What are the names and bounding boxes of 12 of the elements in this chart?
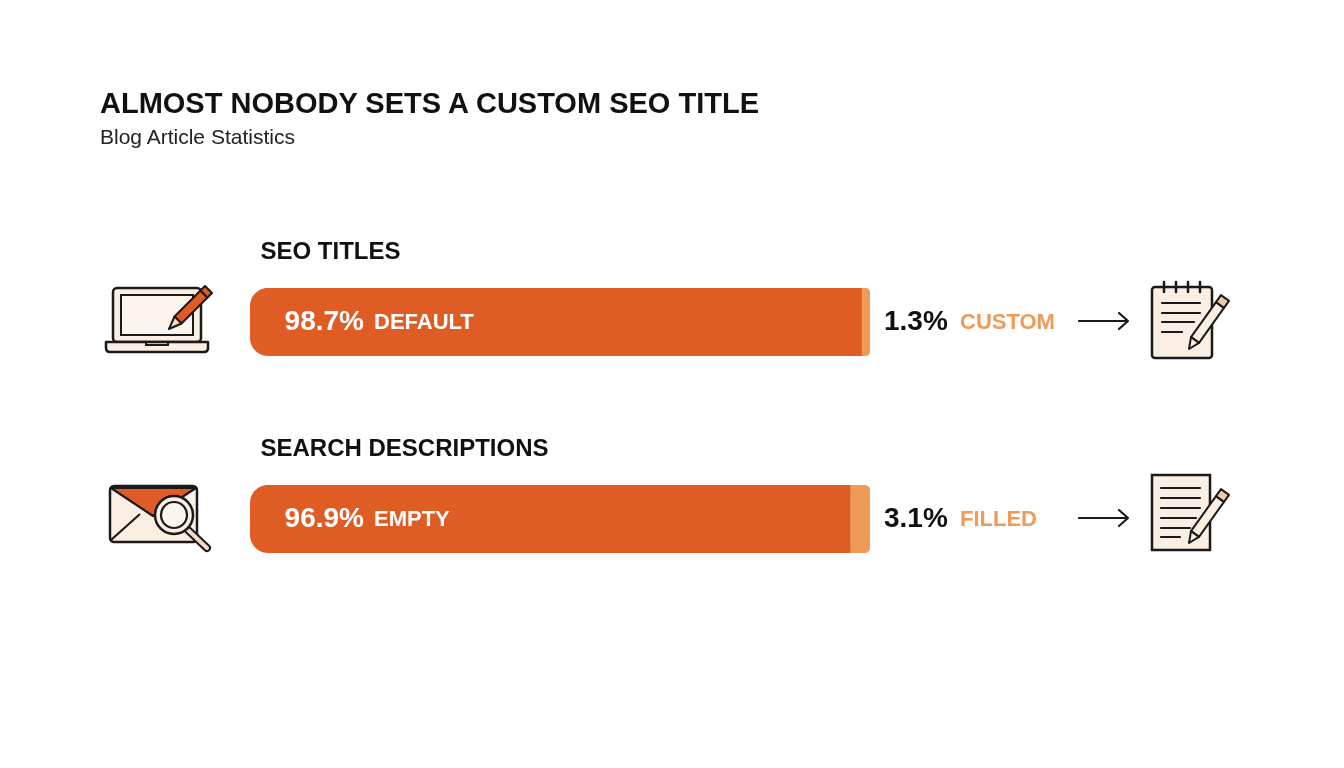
text: CUSTOM [960,309,1055,334]
chart-title: ALMOST NOBODY SETS A CUSTOM SEO TITLE [100,86,759,119]
y-tick-label: SEO TITLES [260,237,401,264]
chart-subtitle: Blog Article Statistics [100,124,295,148]
series-label: DEFAULT [374,309,475,334]
text: FILLED [960,506,1037,531]
data-label: 96.9% [284,502,365,533]
data-label: 1.3% [884,305,948,336]
data-label: 98.7% [284,305,365,336]
series-label: EMPTY [374,506,451,531]
data-label: 3.1% [884,502,948,533]
y-tick-label: SEARCH DESCRIPTIONS [260,434,549,461]
